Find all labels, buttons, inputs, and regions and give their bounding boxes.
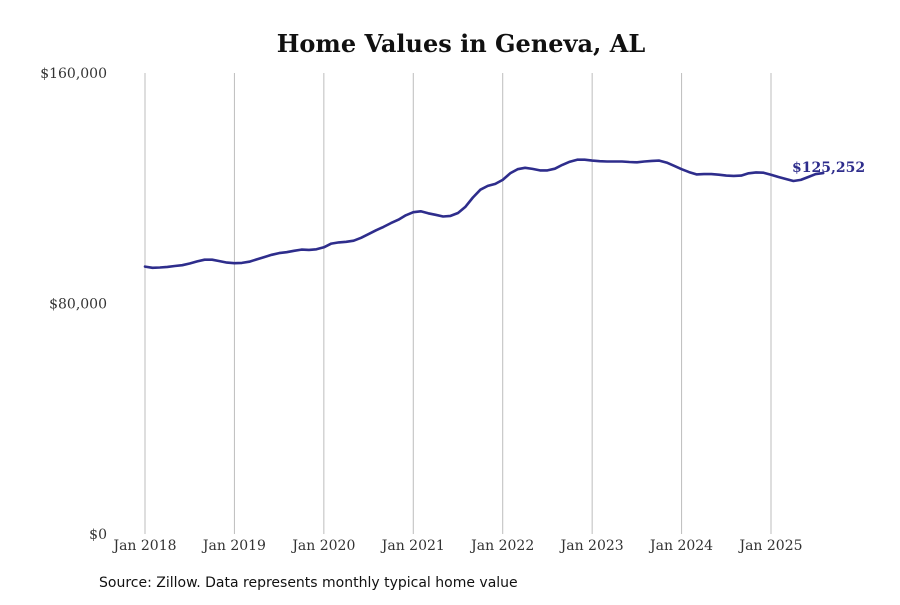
grid-lines [144,73,772,534]
y-tick-label: $0 [89,527,107,543]
x-tick-label: Jan 2019 [201,538,266,554]
source-note: Source: Zillow. Data represents monthly … [99,575,518,591]
x-tick-label: Jan 2024 [648,538,713,554]
x-tick-label: Jan 2020 [290,538,355,554]
x-axis-ticks: Jan 2018 Jan 2019 Jan 2020 Jan 2021 Jan 2022… [111,538,802,554]
x-tick-label: Jan 2025 [737,538,802,554]
end-value-label: $125,252 [792,160,865,176]
y-axis-ticks: $0 $80,000 $160,000 [40,66,107,543]
x-tick-label: Jan 2023 [559,538,624,554]
y-tick-label: $80,000 [49,297,107,313]
chart-title: Home Values in Geneva, AL [277,29,646,58]
x-tick-label: Jan 2018 [111,538,176,554]
series-layer [143,158,825,270]
x-tick-label: Jan 2021 [380,538,445,554]
x-tick-label: Jan 2022 [469,538,534,554]
y-tick-label: $160,000 [40,66,107,82]
series-line-home-value [143,158,825,270]
